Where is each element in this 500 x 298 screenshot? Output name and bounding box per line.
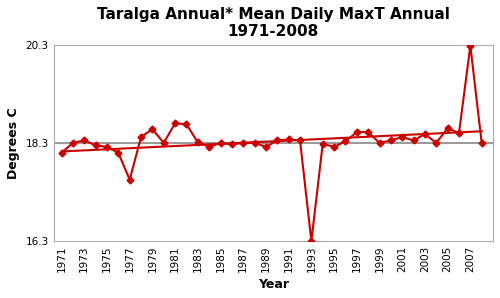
- Title: Taralga Annual* Mean Daily MaxT Annual
1971-2008: Taralga Annual* Mean Daily MaxT Annual 1…: [97, 7, 450, 39]
- Y-axis label: Degrees C: Degrees C: [7, 107, 20, 179]
- X-axis label: Year: Year: [258, 278, 289, 291]
